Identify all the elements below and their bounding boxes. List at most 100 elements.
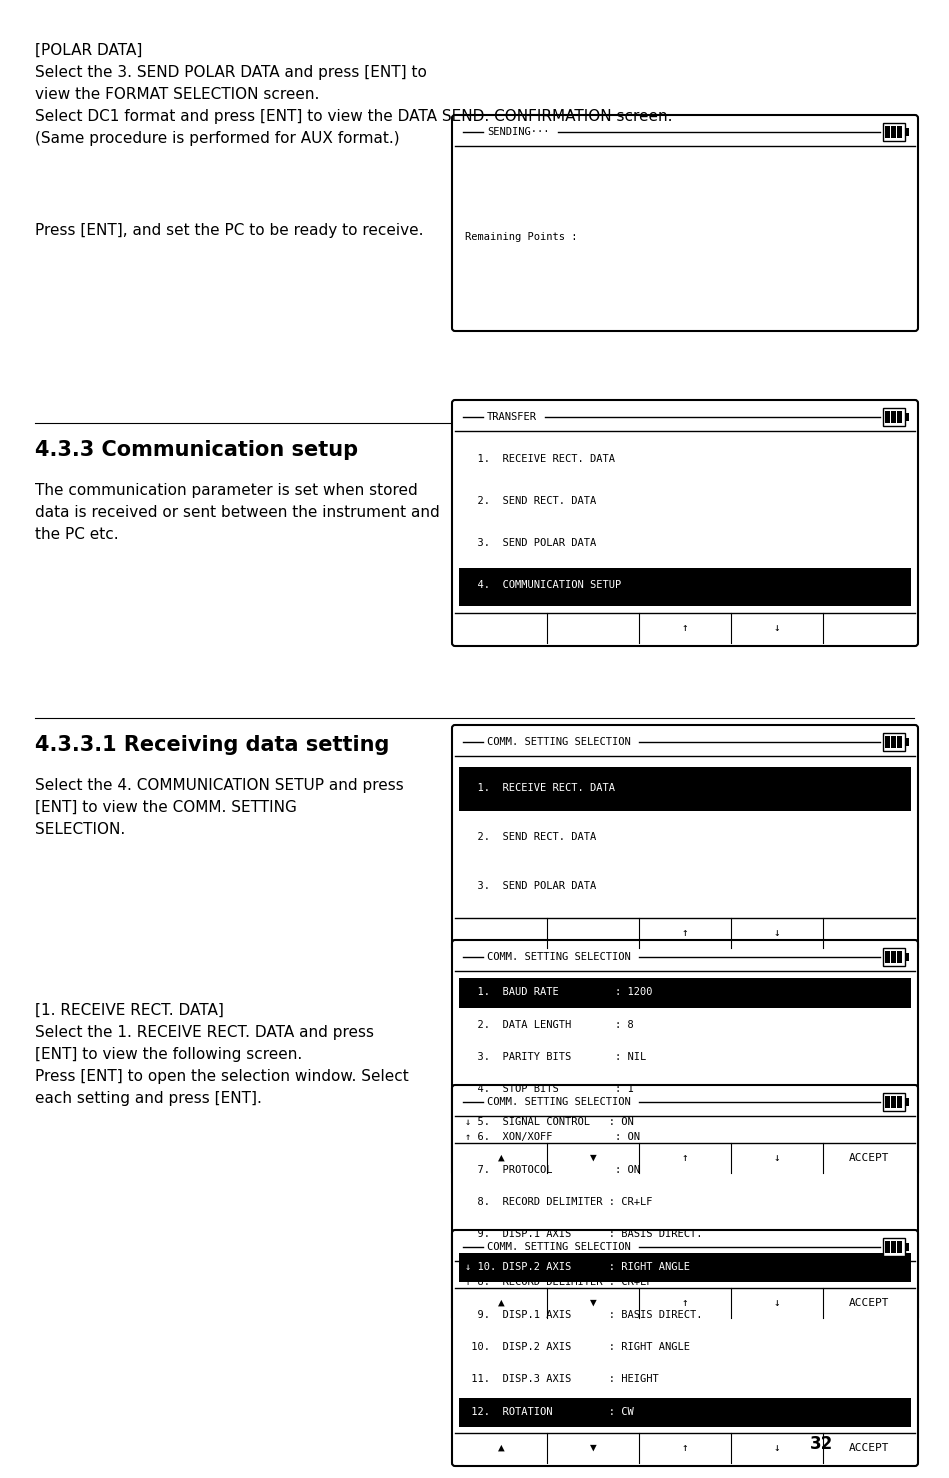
Text: Press [ENT] to open the selection window. Select: Press [ENT] to open the selection window… <box>35 1069 409 1083</box>
Text: 1.  RECEIVE RECT. DATA: 1. RECEIVE RECT. DATA <box>465 783 615 792</box>
Text: [ENT] to view the COMM. SETTING: [ENT] to view the COMM. SETTING <box>35 800 297 814</box>
Bar <box>883 733 905 751</box>
Text: (Same procedure is performed for AUX format.): (Same procedure is performed for AUX for… <box>35 132 400 146</box>
Bar <box>885 1242 890 1253</box>
Text: ▼: ▼ <box>589 1153 596 1163</box>
Bar <box>883 408 905 426</box>
Bar <box>459 1253 911 1283</box>
Bar <box>883 947 905 967</box>
Text: 9.  DISP.1 AXIS      : BASIS DIRECT.: 9. DISP.1 AXIS : BASIS DIRECT. <box>465 1230 702 1240</box>
Bar <box>459 1398 911 1428</box>
Text: 3.  PARITY BITS       : NIL: 3. PARITY BITS : NIL <box>465 1052 646 1063</box>
Text: 4.  STOP BITS         : 1: 4. STOP BITS : 1 <box>465 1085 634 1094</box>
Text: 1.  RECEIVE RECT. DATA: 1. RECEIVE RECT. DATA <box>465 454 615 464</box>
Text: ↓: ↓ <box>773 1153 780 1163</box>
Text: each setting and press [ENT].: each setting and press [ENT]. <box>35 1091 262 1106</box>
Bar <box>883 1239 905 1256</box>
Text: ↑: ↑ <box>681 1298 688 1308</box>
FancyBboxPatch shape <box>452 115 918 331</box>
FancyBboxPatch shape <box>452 1230 918 1466</box>
Text: 4.  COMMUNICATION SETUP: 4. COMMUNICATION SETUP <box>465 581 622 591</box>
Bar <box>459 767 911 811</box>
Text: ↑ 8.  RECORD DELIMITER : CR+LF: ↑ 8. RECORD DELIMITER : CR+LF <box>465 1277 653 1287</box>
Text: 2.  SEND RECT. DATA: 2. SEND RECT. DATA <box>465 495 596 505</box>
Text: TRANSFER: TRANSFER <box>487 412 537 423</box>
Bar <box>883 1094 905 1111</box>
Text: ▲: ▲ <box>497 1298 504 1308</box>
Text: COMM. SETTING SELECTION: COMM. SETTING SELECTION <box>487 952 631 962</box>
Text: ↓: ↓ <box>773 1443 780 1453</box>
Text: ▼: ▼ <box>589 1443 596 1453</box>
Text: COMM. SETTING SELECTION: COMM. SETTING SELECTION <box>487 738 631 746</box>
FancyBboxPatch shape <box>452 940 918 1176</box>
Text: 2.  DATA LENGTH       : 8: 2. DATA LENGTH : 8 <box>465 1020 634 1030</box>
Text: view the FORMAT SELECTION screen.: view the FORMAT SELECTION screen. <box>35 87 320 102</box>
Text: 3.  SEND POLAR DATA: 3. SEND POLAR DATA <box>465 881 596 891</box>
Text: ▲: ▲ <box>497 1153 504 1163</box>
Bar <box>897 1097 902 1108</box>
Text: ↓ 5.  SIGNAL CONTROL   : ON: ↓ 5. SIGNAL CONTROL : ON <box>465 1117 634 1126</box>
Bar <box>891 1242 896 1253</box>
Bar <box>905 739 909 745</box>
Bar <box>905 1098 909 1106</box>
Text: ↑: ↑ <box>681 1443 688 1453</box>
Text: 12.  ROTATION         : CW: 12. ROTATION : CW <box>465 1407 634 1417</box>
Text: ↓: ↓ <box>773 624 780 633</box>
Bar <box>883 123 905 140</box>
Bar <box>905 414 909 421</box>
Text: ↓: ↓ <box>773 1298 780 1308</box>
Text: 7.  PROTOCOL          : ON: 7. PROTOCOL : ON <box>465 1165 640 1175</box>
Text: 2.  SEND RECT. DATA: 2. SEND RECT. DATA <box>465 832 596 842</box>
FancyBboxPatch shape <box>452 1085 918 1321</box>
Text: 8.  RECORD DELIMITER : CR+LF: 8. RECORD DELIMITER : CR+LF <box>465 1197 653 1208</box>
Bar <box>897 736 902 748</box>
Text: ACCEPT: ACCEPT <box>848 1153 889 1163</box>
Text: ↑: ↑ <box>681 624 688 633</box>
Bar <box>885 950 890 964</box>
Text: [POLAR DATA]: [POLAR DATA] <box>35 43 142 58</box>
Bar <box>897 1242 902 1253</box>
Text: data is received or sent between the instrument and: data is received or sent between the ins… <box>35 505 439 520</box>
Bar <box>891 411 896 423</box>
Bar <box>885 736 890 748</box>
Text: Press [ENT], and set the PC to be ready to receive.: Press [ENT], and set the PC to be ready … <box>35 223 423 238</box>
Bar <box>905 1243 909 1250</box>
Text: 10.  DISP.2 AXIS      : RIGHT ANGLE: 10. DISP.2 AXIS : RIGHT ANGLE <box>465 1342 690 1352</box>
Bar <box>897 411 902 423</box>
Text: ↑: ↑ <box>681 928 688 939</box>
Text: ACCEPT: ACCEPT <box>848 1298 889 1308</box>
Text: Select the 3. SEND POLAR DATA and press [ENT] to: Select the 3. SEND POLAR DATA and press … <box>35 65 427 80</box>
Bar <box>891 1097 896 1108</box>
Text: [ENT] to view the following screen.: [ENT] to view the following screen. <box>35 1046 302 1063</box>
Text: ↓ 10. DISP.2 AXIS      : RIGHT ANGLE: ↓ 10. DISP.2 AXIS : RIGHT ANGLE <box>465 1262 690 1273</box>
Text: COMM. SETTING SELECTION: COMM. SETTING SELECTION <box>487 1242 631 1252</box>
Bar <box>459 978 911 1008</box>
Bar <box>897 950 902 964</box>
Text: Select the 4. COMMUNICATION SETUP and press: Select the 4. COMMUNICATION SETUP and pr… <box>35 777 403 794</box>
Text: 1.  BAUD RATE         : 1200: 1. BAUD RATE : 1200 <box>465 987 653 998</box>
FancyBboxPatch shape <box>452 726 918 950</box>
Bar <box>905 129 909 136</box>
Text: ↓: ↓ <box>773 928 780 939</box>
Text: ▼: ▼ <box>589 1298 596 1308</box>
Text: ↑: ↑ <box>681 1153 688 1163</box>
Bar <box>885 411 890 423</box>
Text: SELECTION.: SELECTION. <box>35 822 125 837</box>
Bar <box>459 568 911 606</box>
Bar <box>891 736 896 748</box>
Bar <box>885 126 890 137</box>
Text: Select DC1 format and press [ENT] to view the DATA SEND. CONFIRMATION screen.: Select DC1 format and press [ENT] to vie… <box>35 109 673 124</box>
Text: The communication parameter is set when stored: The communication parameter is set when … <box>35 483 418 498</box>
Text: 32: 32 <box>810 1435 833 1453</box>
Text: ↑ 6.  XON/XOFF          : ON: ↑ 6. XON/XOFF : ON <box>465 1132 640 1142</box>
Bar <box>891 950 896 964</box>
Bar <box>885 1097 890 1108</box>
Bar <box>897 126 902 137</box>
Text: COMM. SETTING SELECTION: COMM. SETTING SELECTION <box>487 1097 631 1107</box>
Text: the PC etc.: the PC etc. <box>35 528 119 542</box>
Text: ▲: ▲ <box>497 1443 504 1453</box>
Bar <box>905 953 909 961</box>
Text: 11.  DISP.3 AXIS      : HEIGHT: 11. DISP.3 AXIS : HEIGHT <box>465 1375 659 1385</box>
Text: ACCEPT: ACCEPT <box>848 1443 889 1453</box>
Text: [1. RECEIVE RECT. DATA]: [1. RECEIVE RECT. DATA] <box>35 1004 224 1018</box>
